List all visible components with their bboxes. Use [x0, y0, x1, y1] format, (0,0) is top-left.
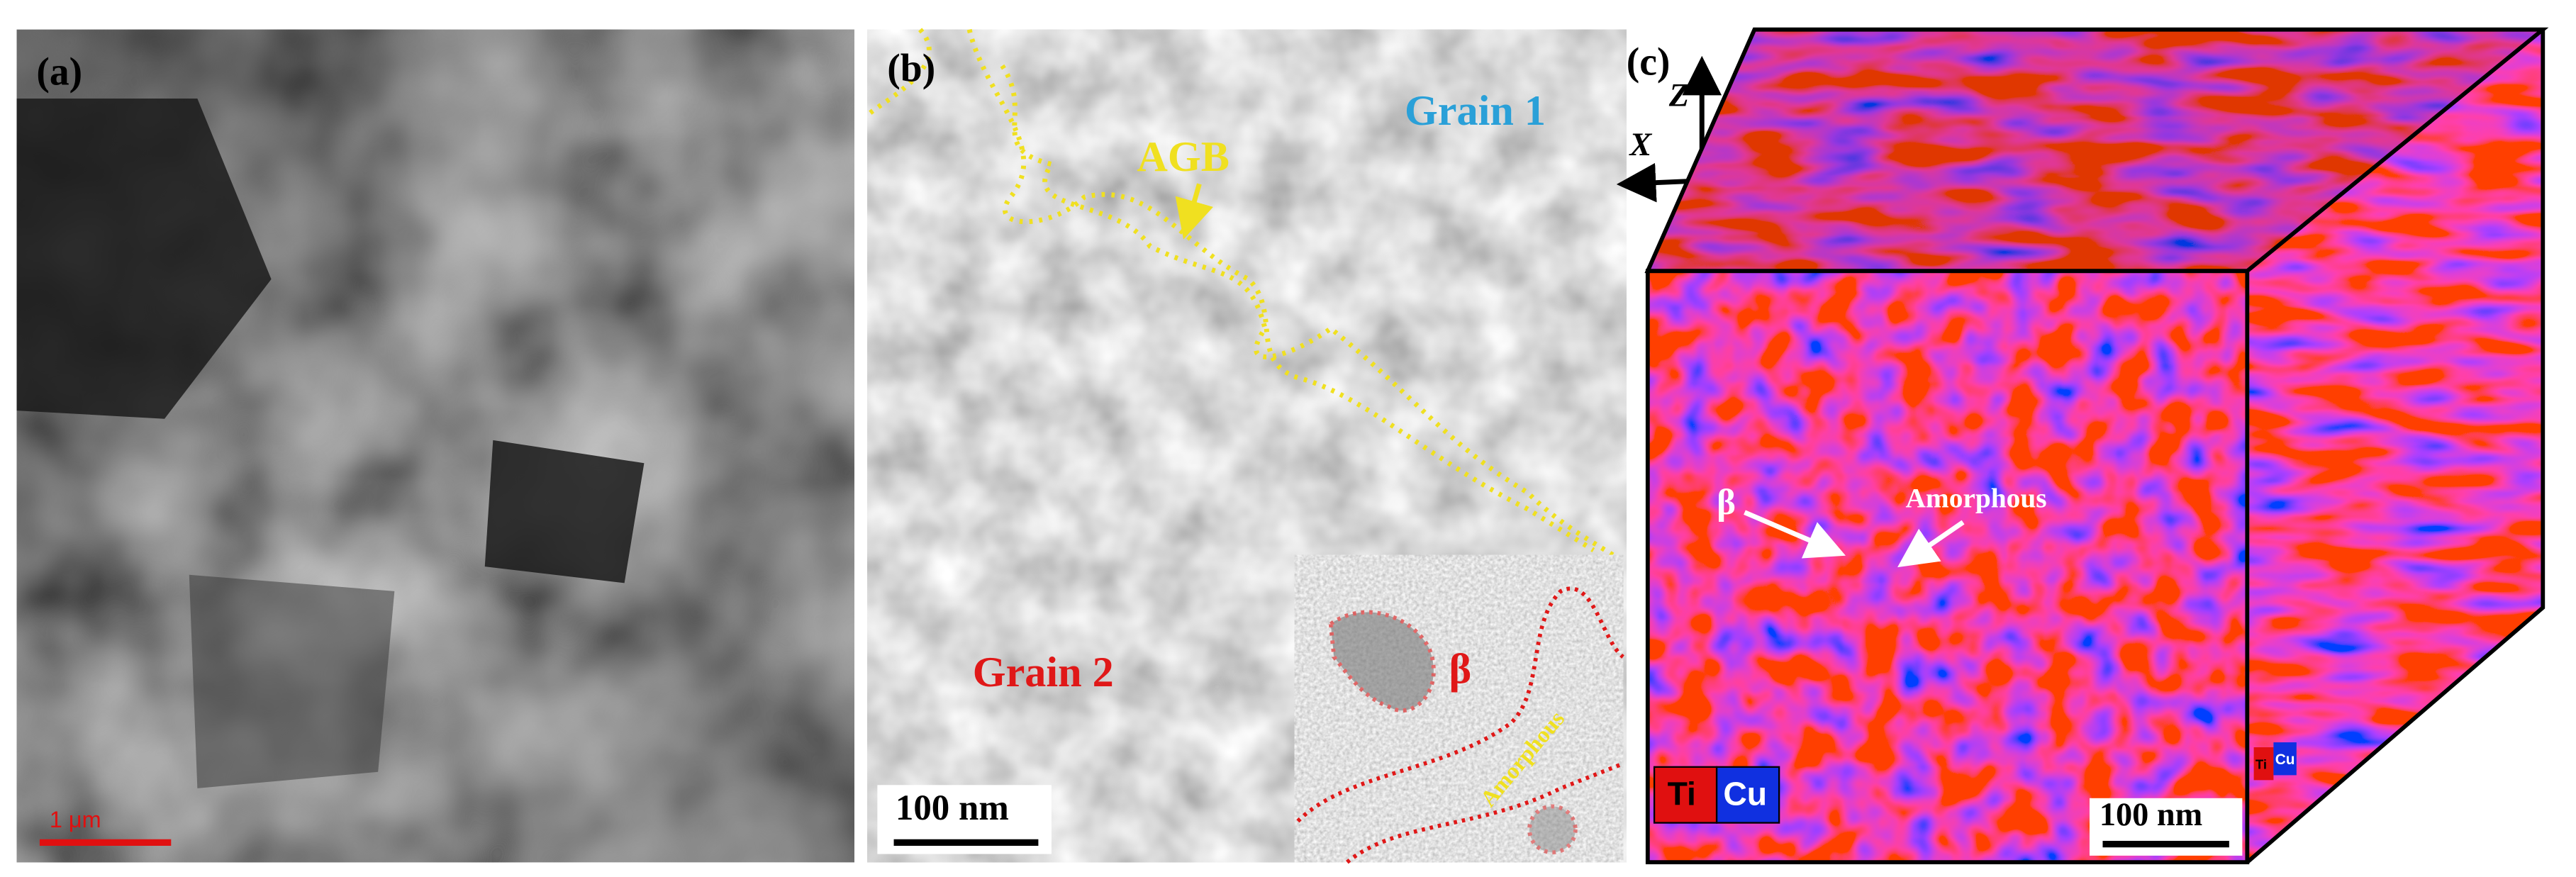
panel-a: (a) 1 μm	[16, 29, 854, 863]
edge	[2246, 29, 2546, 864]
grain	[189, 574, 395, 788]
panel-label: (b)	[887, 47, 935, 91]
dark-grain	[16, 98, 272, 419]
arrow	[1897, 520, 1965, 568]
axis-label: Z	[1668, 78, 1689, 114]
beta-label: β	[1717, 483, 1736, 523]
inset-image	[1293, 553, 1625, 864]
legend-swatch	[2273, 742, 2297, 776]
arrow	[1175, 183, 1214, 240]
grain-label: Grain 2	[973, 649, 1114, 696]
axis-label: X	[1628, 127, 1652, 163]
cube-front	[1647, 271, 2248, 863]
legend-label: Ti	[2256, 756, 2267, 771]
panel-label: (a)	[36, 50, 82, 94]
arrow	[1744, 510, 1846, 559]
scale-label: 1 μm	[50, 807, 101, 832]
legend-swatch	[2253, 747, 2274, 781]
panel-c: (c) Z Y X O β Amorphous Ti Cu Ti Cu	[1616, 27, 2549, 865]
edge	[1645, 269, 2250, 865]
legend-label: Cu	[2275, 752, 2295, 768]
beta-region	[1527, 804, 1578, 855]
scale-label: 100 nm	[896, 788, 1009, 828]
scale-label: 100 nm	[2100, 797, 2202, 833]
agb-label: AGB	[1137, 133, 1230, 181]
boundary	[1346, 761, 1624, 864]
panel-label: (c)	[1627, 40, 1671, 84]
grain-label: Grain 1	[1405, 87, 1546, 135]
cube-edges	[1644, 27, 2549, 865]
beta-region	[1328, 610, 1436, 713]
beta-label: β	[1449, 646, 1472, 693]
inset: β Amorphous	[1293, 553, 1625, 864]
panel-b: AGB Grain 1 Grain 2 (b) 100 nm β Amorpho…	[866, 28, 1627, 864]
amorphous-label: Amorphous	[1905, 483, 2046, 514]
legend-label: Ti	[1668, 776, 1696, 812]
legend-swatch	[1715, 766, 1780, 824]
dark-grain	[484, 440, 645, 583]
legend-label: Cu	[1723, 776, 1767, 812]
